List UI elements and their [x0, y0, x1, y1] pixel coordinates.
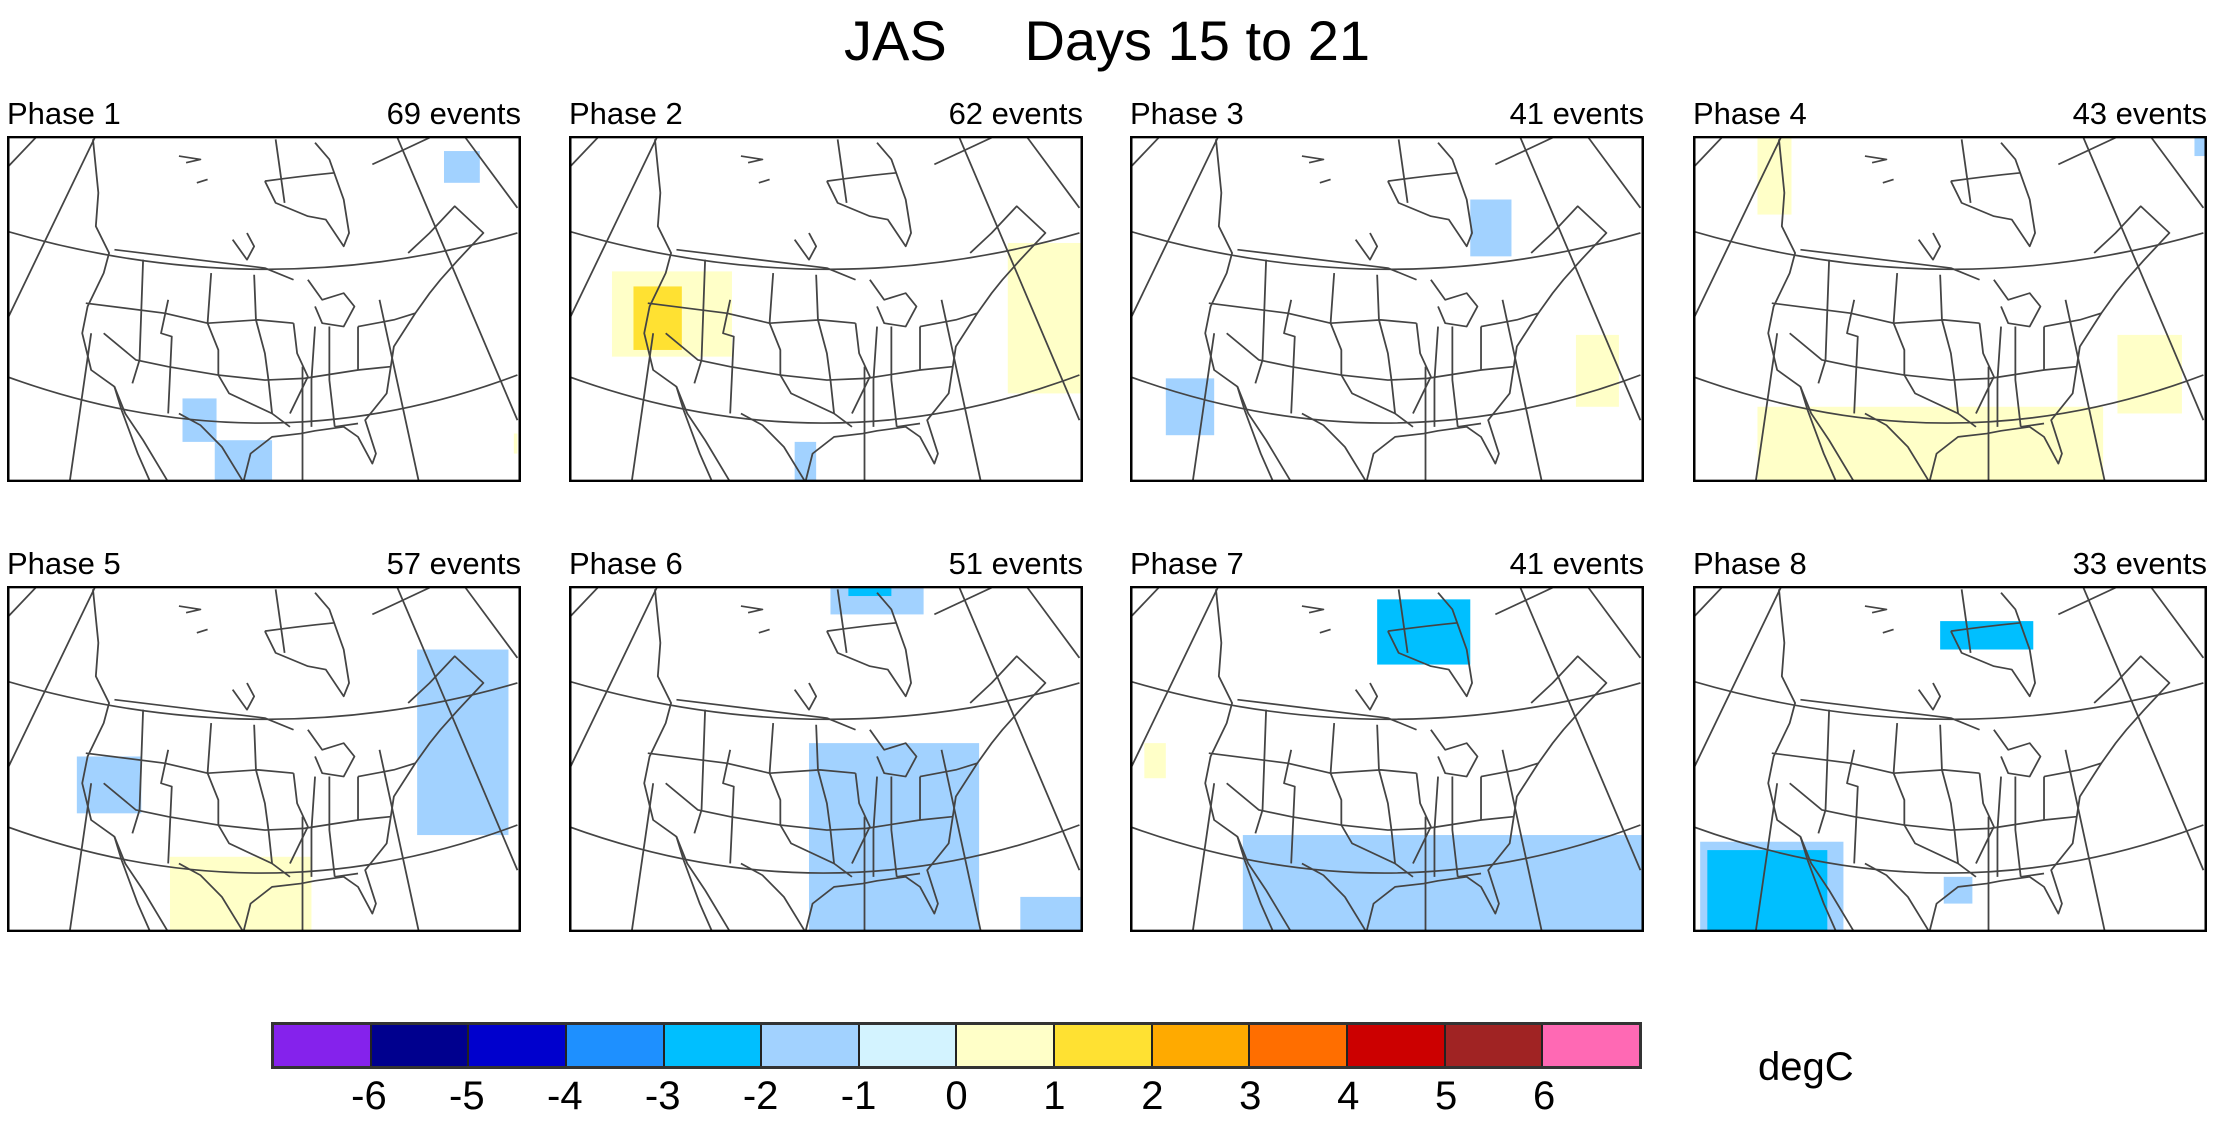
anomaly-cell	[1377, 599, 1471, 665]
colorbar-swatch	[469, 1025, 567, 1066]
anomaly-cell	[1757, 406, 2104, 482]
anomaly-cell	[1144, 743, 1166, 779]
basemap-outline	[7, 136, 519, 482]
phase-label: Phase 4	[1693, 96, 1807, 131]
anomaly-cell	[169, 856, 312, 932]
colorbar-tick-label: 2	[1141, 1074, 1164, 1118]
map-panel-phase-7: Phase 7 41 events	[1130, 546, 1644, 932]
phase-label: Phase 8	[1693, 546, 1807, 581]
event-count: 51 events	[948, 546, 1083, 581]
colorbar-swatch	[1348, 1025, 1446, 1066]
colorbar-tick-label: 6	[1532, 1074, 1556, 1118]
anomaly-cell	[2194, 136, 2207, 157]
event-count: 41 events	[1509, 96, 1644, 131]
colorbar-swatch	[664, 1025, 763, 1066]
colorbar-tick-label: -1	[840, 1074, 877, 1118]
map	[1130, 136, 1644, 482]
phase-label: Phase 5	[7, 546, 121, 581]
anomaly-cell	[513, 433, 518, 454]
anomaly-cell	[1470, 199, 1512, 257]
panel-frame	[1130, 586, 1644, 932]
colorbar-swatch	[762, 1025, 860, 1066]
anomaly-cell	[1707, 850, 1828, 932]
colorbar-tick-label: 5	[1435, 1074, 1458, 1118]
colorbar-swatch	[1055, 1025, 1153, 1066]
colorbar-tick-label: 1	[1043, 1074, 1066, 1118]
colorbar-tick-label: -5	[449, 1074, 485, 1118]
map-panel-phase-4: Phase 4 43 events	[1693, 96, 2207, 482]
colorbar	[271, 1022, 1642, 1069]
colorbar-swatch	[1250, 1025, 1349, 1066]
phase-label: Phase 3	[1130, 96, 1244, 131]
phase-label: Phase 1	[7, 96, 121, 131]
panel-frame	[7, 586, 521, 932]
colorbar-tick-label: -2	[742, 1074, 779, 1118]
colorbar-tick-label: 4	[1337, 1074, 1360, 1118]
panel-frame	[7, 136, 521, 482]
phase-label: Phase 2	[569, 96, 683, 131]
colorbar-swatch	[1543, 1025, 1639, 1066]
anomaly-cell	[848, 586, 892, 597]
event-count: 62 events	[948, 96, 1083, 131]
panel-frame	[1693, 586, 2207, 932]
panel-frame	[1693, 136, 2207, 482]
map-panel-phase-1: Phase 1 69 events	[7, 96, 521, 482]
map	[1693, 136, 2207, 482]
event-count: 69 events	[386, 96, 521, 131]
colorbar-tick-label: 3	[1239, 1074, 1262, 1118]
anomaly-cell	[1242, 835, 1644, 932]
colorbar-swatch	[371, 1025, 470, 1066]
colorbar-units: degC	[1758, 1045, 1854, 1089]
colorbar-tick-label: -3	[644, 1074, 681, 1118]
map	[569, 586, 1083, 932]
anomaly-cell	[1940, 621, 2034, 650]
anomaly-cell	[1943, 876, 1973, 904]
colorbar-swatch	[274, 1025, 372, 1066]
anomaly-cell	[1575, 334, 1619, 407]
map-panel-phase-2: Phase 2 62 events	[569, 96, 1083, 482]
colorbar-tick-label: 0	[945, 1074, 968, 1118]
colorbar-tick-label: -4	[546, 1074, 583, 1118]
chart-title: JAS Days 15 to 21	[843, 9, 1371, 72]
colorbar-tick-label: -6	[351, 1074, 387, 1118]
colorbar-swatch	[957, 1025, 1056, 1066]
event-count: 33 events	[2072, 546, 2207, 581]
anomaly-cell	[794, 441, 817, 482]
map	[1130, 586, 1644, 932]
map	[569, 136, 1083, 482]
map-panel-phase-3: Phase 3 41 events	[1130, 96, 1644, 482]
event-count: 43 events	[2072, 96, 2207, 131]
panel-frame	[1130, 136, 1644, 482]
anomaly-cell	[2117, 334, 2182, 414]
phase-label: Phase 7	[1130, 546, 1244, 581]
map	[1693, 586, 2207, 932]
panel-frame	[569, 586, 1083, 932]
phase-label: Phase 6	[569, 546, 683, 581]
colorbar-swatch	[859, 1025, 958, 1066]
colorbar-swatch	[1445, 1025, 1544, 1066]
map-panel-phase-5: Phase 5 57 events	[7, 546, 521, 932]
anomaly-cell	[443, 151, 480, 183]
anomaly-cell	[1020, 896, 1083, 932]
colorbar-swatch	[1152, 1025, 1251, 1066]
anomaly-cell	[214, 440, 273, 482]
event-count: 41 events	[1509, 546, 1644, 581]
colorbar-swatch	[566, 1025, 665, 1066]
panel-frame	[569, 136, 1083, 482]
anomaly-cell	[1007, 242, 1083, 394]
map-panel-phase-8: Phase 8 33 events	[1693, 546, 2207, 932]
event-count: 57 events	[386, 546, 521, 581]
map	[7, 136, 521, 482]
map	[7, 586, 521, 932]
map-panel-phase-6: Phase 6 51 events	[569, 546, 1083, 932]
